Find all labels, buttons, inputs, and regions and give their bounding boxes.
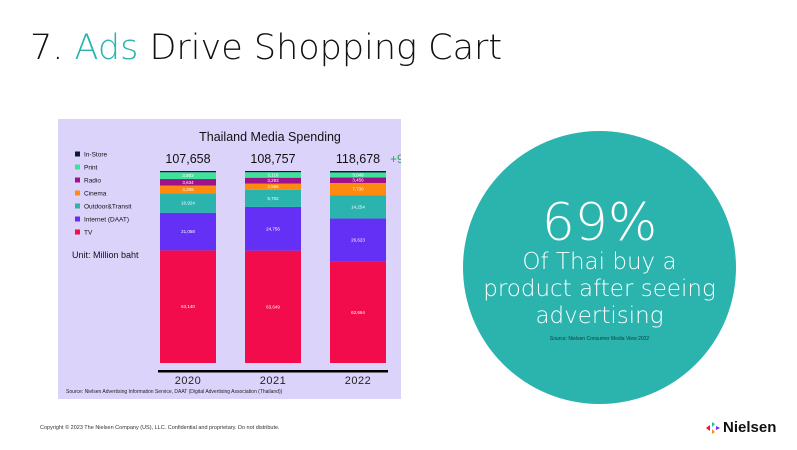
segment-label: 24,756 [266, 226, 280, 231]
bar-segment [330, 195, 386, 219]
legend-swatch [75, 203, 80, 209]
stat-text: Of Thai buy a product after seeing adver… [483, 249, 716, 329]
copyright: Copyright © 2023 The Nielsen Company (US… [40, 425, 280, 431]
nielsen-logo: Nielsen [706, 419, 776, 436]
bar-segment [330, 172, 386, 178]
bar-segment [245, 183, 301, 190]
legend-swatch [75, 151, 80, 157]
legend-label: Radio [84, 178, 101, 185]
legend-label: Print [84, 165, 98, 172]
total-label: 118,678 [336, 152, 380, 166]
legend-swatch [75, 164, 80, 170]
bar-segment [245, 206, 301, 251]
stat-value: 69% [541, 193, 658, 253]
segment-label: 3,803 [182, 173, 194, 178]
segment-label: 63,140 [181, 304, 195, 309]
bar-segment [160, 171, 216, 173]
legend-label: Cinema [84, 191, 107, 198]
bar-segment [160, 193, 216, 213]
page-title: 7. Ads Drive Shopping Cart [30, 28, 502, 68]
total-label: 108,757 [250, 152, 295, 166]
bar-segment [160, 212, 216, 251]
bar-segment [160, 172, 216, 180]
segment-label: 3,116 [268, 172, 279, 177]
chart-panel: Thailand Media Spending 63,140 21,058 10,92… [58, 119, 401, 399]
legend-label: TV [84, 230, 93, 237]
legend-label: Outdoor&Transit [84, 204, 132, 211]
growth-label: +9% [390, 152, 401, 166]
segment-label: 3,293 [267, 178, 279, 183]
stat-circle: 69% Of Thai buy a product after seeing a… [463, 131, 736, 404]
bar-segment [330, 218, 386, 262]
segment-label: 3,049 [352, 172, 364, 177]
segment-label: 9,702 [267, 196, 279, 201]
chart-source: Source: Nielsen Advertising Information … [66, 389, 283, 395]
x-tick-label: 2020 [175, 375, 201, 387]
title-rest: Drive Shopping Cart [138, 28, 503, 68]
media-spending-chart: Thailand Media Spending 63,140 21,058 10,92… [66, 130, 401, 395]
x-axis-line [158, 370, 388, 373]
bar-segment [160, 250, 216, 363]
segment-label: 63,649 [266, 304, 280, 309]
segment-label: 3,556 [267, 184, 279, 189]
x-tick-label: 2021 [260, 375, 286, 387]
nielsen-logo-icon [706, 421, 720, 434]
bar-segment [330, 261, 386, 363]
stat-source: Source: Nielsen Consumer Media View 2022 [549, 336, 650, 342]
unit-label: Unit: Million baht [72, 250, 139, 260]
chart-title: Thailand Media Spending [199, 130, 341, 144]
segment-label: 3,634 [182, 180, 194, 185]
segment-label: 21,058 [181, 229, 195, 234]
bar-segment [245, 250, 301, 363]
title-accent: Ads [74, 28, 139, 68]
bar-segment [330, 177, 386, 183]
logo-text: Nielsen [723, 419, 777, 436]
segment-label: 3,456 [352, 178, 364, 183]
legend-swatch [75, 229, 80, 235]
segment-label: 62,664 [351, 310, 365, 315]
segment-label: 10,924 [181, 201, 195, 206]
segment-label: 26,623 [351, 238, 365, 243]
bar-segment [160, 185, 216, 194]
title-prefix: 7. [30, 28, 75, 68]
segment-label: 14,254 [351, 205, 365, 210]
bar-segment [330, 171, 386, 173]
total-label: 107,658 [165, 152, 210, 166]
legend-label: In-Store [84, 152, 108, 159]
legend-swatch [75, 190, 80, 196]
bar-segment [245, 177, 301, 184]
x-tick-label: 2022 [345, 375, 371, 387]
bar-segment [330, 182, 386, 196]
bar-segment [245, 189, 301, 207]
segment-label: 4,395 [182, 187, 194, 192]
legend-label: Internet (DAAT) [84, 217, 129, 224]
bar-segment [245, 172, 301, 178]
legend-swatch [75, 177, 80, 183]
bar-segment [160, 179, 216, 186]
legend-swatch [75, 216, 80, 222]
segment-label: 7,730 [352, 187, 364, 192]
bar-segment [245, 171, 301, 173]
